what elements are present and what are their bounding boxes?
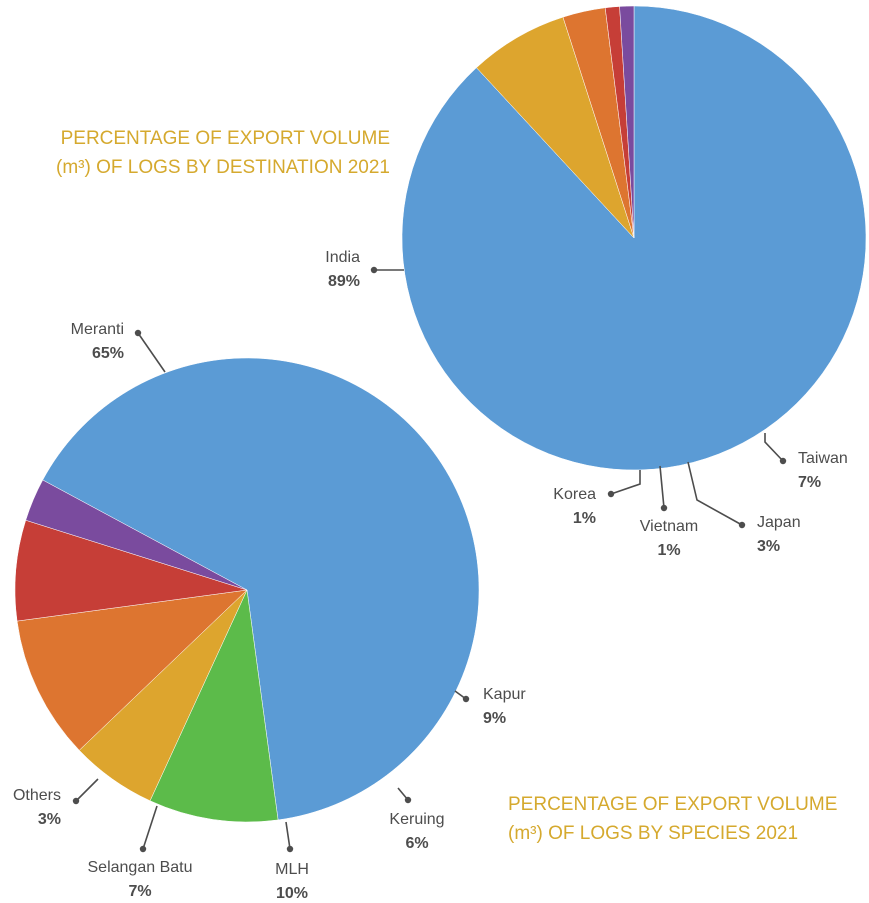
- destination-pct-vietnam: 1%: [657, 542, 680, 559]
- destination-leader-dot-india: [370, 266, 378, 274]
- species-pct-selangan-batu: 7%: [128, 883, 151, 900]
- species-leader-meranti: [137, 332, 166, 373]
- species-label-mlh: MLH: [275, 861, 309, 878]
- species-slice-others: [25, 479, 248, 591]
- species-slice-mlh: [16, 589, 248, 751]
- destination-title-line-2: (m³) OF LOGS BY DESTINATION 2021: [56, 157, 390, 178]
- destination-leader-dot-japan: [738, 521, 746, 529]
- species-leader-dot-mlh: [286, 845, 294, 853]
- species-title-line-1: PERCENTAGE OF EXPORT VOLUME: [508, 794, 838, 815]
- destination-label-taiwan: Taiwan: [798, 450, 848, 467]
- species-slice-selangan-batu: [14, 519, 248, 622]
- destination-leader-taiwan: [764, 433, 784, 462]
- destination-label-korea: Korea: [553, 486, 596, 503]
- destination-leader-korea: [610, 470, 641, 495]
- destination-leader-vietnam: [659, 465, 665, 509]
- species-leader-dot-meranti: [134, 329, 142, 337]
- species-slice-kapur: [149, 589, 279, 823]
- species-label-keruing: Keruing: [389, 811, 444, 828]
- species-pct-meranti: 65%: [92, 345, 124, 362]
- destination-pie: India 89% Taiwan 7% Japan 3% Vietnam 1% Korea 1%: [325, 5, 867, 559]
- destination-label-india: India: [325, 249, 360, 266]
- destination-title-line-1: PERCENTAGE OF EXPORT VOLUME: [60, 128, 390, 149]
- destination-leader-dot-korea: [607, 490, 615, 498]
- destination-pct-taiwan: 7%: [798, 474, 821, 491]
- destination-label-vietnam: Vietnam: [640, 518, 698, 535]
- species-label-kapur: Kapur: [483, 686, 526, 703]
- destination-pct-japan: 3%: [757, 538, 780, 555]
- destination-label-japan: Japan: [757, 514, 801, 531]
- species-leader-selangan-batu: [142, 805, 158, 850]
- species-leader-dot-kapur: [462, 695, 470, 703]
- species-pct-others: 3%: [38, 811, 61, 828]
- species-label-meranti: Meranti: [71, 321, 124, 338]
- species-pct-mlh: 10%: [276, 885, 308, 902]
- destination-slice-korea: [619, 5, 635, 239]
- destination-leader-dot-vietnam: [660, 504, 668, 512]
- destination-leader-japan: [687, 461, 743, 526]
- destination-leader-dot-taiwan: [779, 457, 787, 465]
- species-slice-meranti: [42, 357, 480, 821]
- species-label-selangan-batu: Selangan Batu: [88, 859, 193, 876]
- species-leader-dot-keruing: [404, 796, 412, 804]
- species-chart-title: PERCENTAGE OF EXPORT VOLUME (m³) OF LOGS…: [508, 790, 863, 848]
- species-leader-dot-others: [72, 797, 80, 805]
- species-pct-kapur: 9%: [483, 710, 506, 727]
- species-leader-others: [75, 778, 99, 802]
- species-leader-dot-selangan-batu: [139, 845, 147, 853]
- species-leader-mlh: [285, 821, 291, 850]
- destination-pct-korea: 1%: [573, 510, 596, 527]
- species-pct-keruing: 6%: [405, 835, 428, 852]
- destination-pct-india: 89%: [328, 273, 360, 290]
- species-label-others: Others: [13, 787, 61, 804]
- species-pie: Meranti 65% Kapur 9% Keruing 6% MLH 10% Selangan…: [13, 321, 526, 902]
- destination-chart-title: PERCENTAGE OF EXPORT VOLUME (m³) OF LOGS…: [46, 124, 390, 182]
- species-title-line-2: (m³) OF LOGS BY SPECIES 2021: [508, 823, 799, 844]
